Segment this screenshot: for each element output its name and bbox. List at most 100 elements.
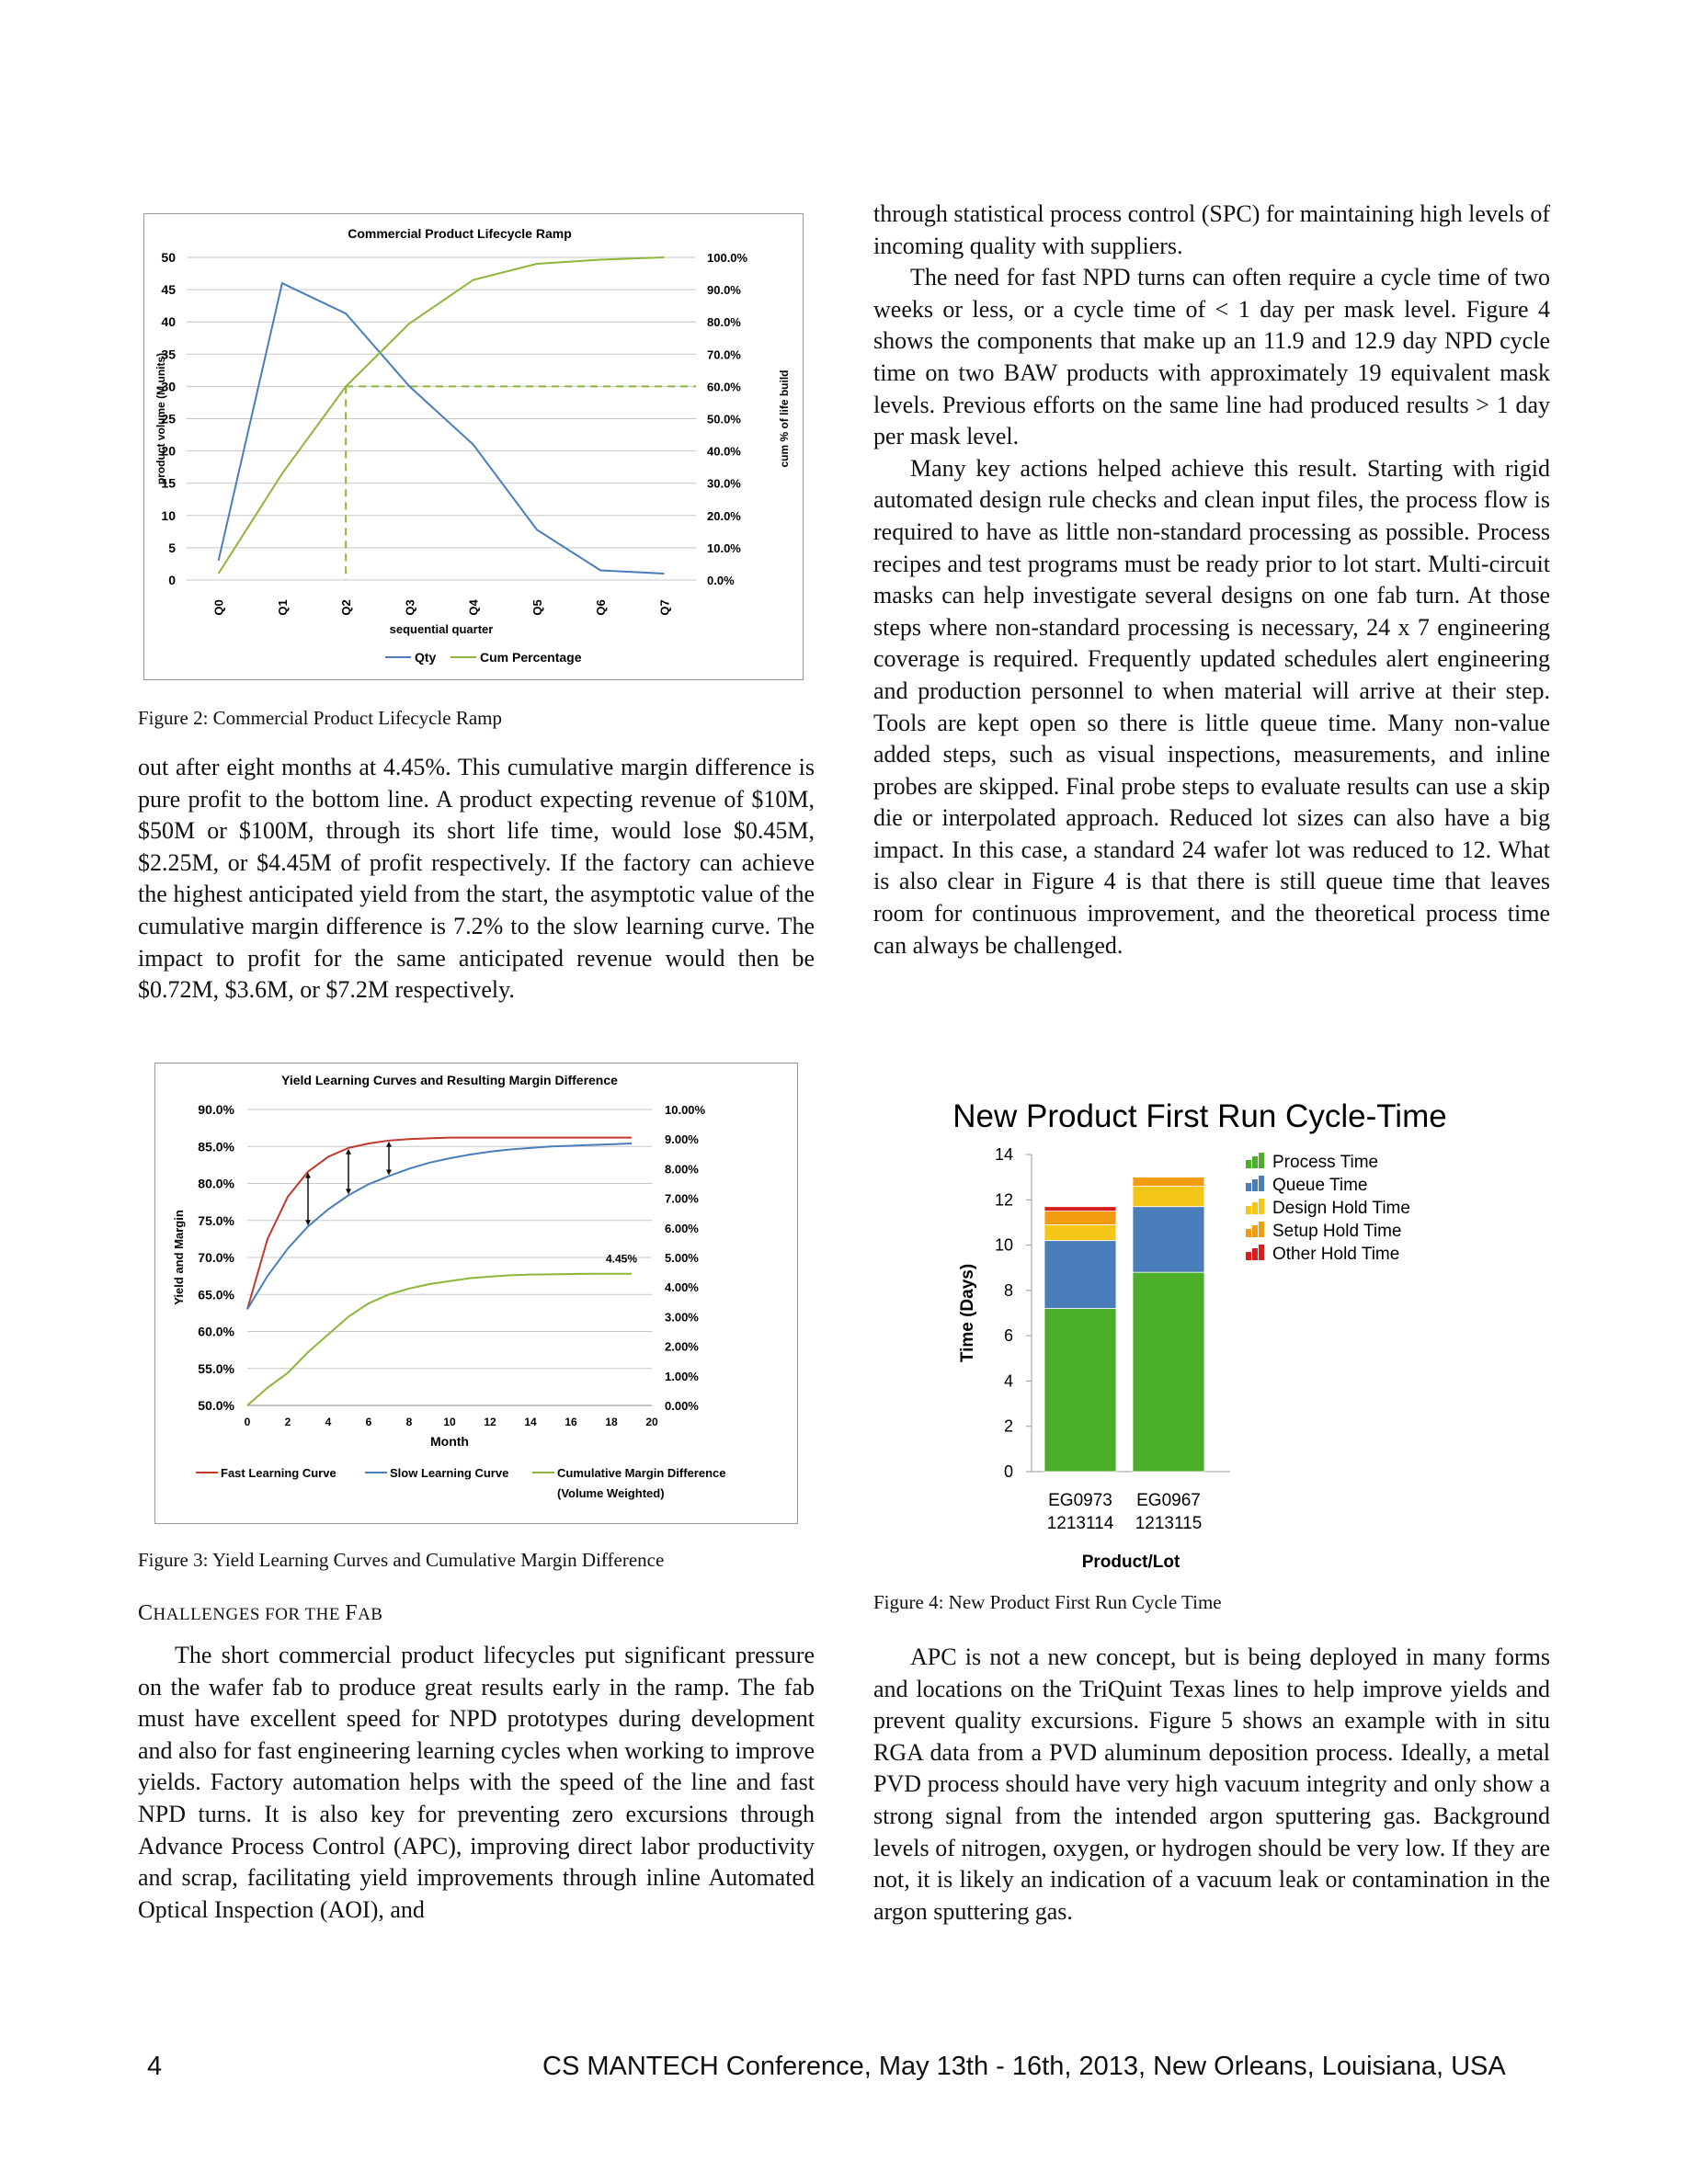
heading-cap-c: C bbox=[138, 1601, 154, 1625]
page-number: 4 bbox=[147, 2052, 163, 2081]
x-tick-label: 4 bbox=[325, 1416, 332, 1428]
y-tick-label: 90.0% bbox=[198, 1102, 234, 1117]
figure3-chart-box: Yield Learning Curves and Resulting Marg… bbox=[154, 1063, 798, 1524]
legend-swatch-bar bbox=[1252, 1248, 1258, 1260]
x-axis-label: sequential quarter bbox=[390, 622, 494, 636]
x-tick-label: Q3 bbox=[403, 599, 416, 615]
y-tick-label: 75.0% bbox=[198, 1213, 234, 1228]
y2-tick-label: 60.0% bbox=[707, 380, 741, 393]
y-tick-label: 12 bbox=[995, 1190, 1013, 1209]
x-tick-label: 16 bbox=[565, 1416, 577, 1428]
y-tick-label: 50.0% bbox=[198, 1398, 234, 1413]
y-tick-label: 8 bbox=[1004, 1281, 1013, 1300]
legend-swatch-bar bbox=[1246, 1183, 1251, 1191]
x-axis-label: Product/Lot bbox=[1082, 1553, 1180, 1572]
legend-label: Cum Percentage bbox=[480, 650, 582, 665]
x-tick-label: Q2 bbox=[339, 599, 353, 615]
y2-tick-label: 0.0% bbox=[707, 574, 735, 587]
x-tick-label: 10 bbox=[443, 1416, 456, 1428]
y2-tick-label: 9.00% bbox=[665, 1132, 699, 1146]
legend-label: Process Time bbox=[1272, 1153, 1378, 1172]
y2-tick-label: 3.00% bbox=[665, 1310, 699, 1324]
y2-tick-label: 1.00% bbox=[665, 1370, 699, 1383]
y2-tick-label: 100.0% bbox=[707, 251, 748, 265]
y-tick-label: 35 bbox=[161, 347, 176, 361]
bar-segment-setup-hold-time bbox=[1132, 1177, 1205, 1187]
y2-tick-label: 40.0% bbox=[707, 445, 741, 459]
y-tick-label: 55.0% bbox=[198, 1361, 234, 1376]
series-line-cumulative-margin bbox=[246, 1272, 632, 1406]
heading-rest-1: HALLENGES FOR THE bbox=[153, 1605, 346, 1624]
x-axis-label: Month bbox=[430, 1434, 469, 1449]
x-tick-label: Q1 bbox=[276, 599, 290, 615]
bar-segment-setup-hold-time bbox=[1044, 1211, 1117, 1225]
legend-swatch-bar bbox=[1259, 1153, 1264, 1168]
legend-swatch-bar bbox=[1252, 1202, 1258, 1214]
y2-tick-label: 5.00% bbox=[665, 1251, 699, 1265]
legend-swatch-bar bbox=[1252, 1225, 1258, 1237]
legend-label: (Volume Weighted) bbox=[557, 1486, 665, 1500]
arrow-head-up bbox=[346, 1148, 351, 1155]
chart-title: New Product First Run Cycle-Time bbox=[952, 1099, 1446, 1134]
y2-tick-label: 6.00% bbox=[665, 1222, 699, 1235]
x-tick-label: 6 bbox=[366, 1416, 372, 1428]
legend-label: Setup Hold Time bbox=[1272, 1222, 1401, 1241]
y-tick-label: 45 bbox=[161, 282, 176, 297]
left-column-text-1: out after eight months at 4.45%. This cu… bbox=[138, 752, 815, 1007]
x-tick-label: 8 bbox=[406, 1416, 413, 1428]
figure4-chart: New Product First Run Cycle-Time 0 2 4 6 8 10 1… bbox=[952, 1099, 1446, 1572]
y-tick-label: 85.0% bbox=[198, 1139, 234, 1154]
figure2-chart: Commercial Product Lifecycle Ramp 0 5 10 15 2… bbox=[154, 226, 791, 665]
figure4-caption: Figure 4: New Product First Run Cycle Ti… bbox=[873, 1591, 1222, 1613]
y2-tick-label: 70.0% bbox=[707, 347, 741, 361]
paragraph: The short commercial product lifecycles … bbox=[138, 1642, 815, 1923]
y2-tick-label: 90.0% bbox=[707, 283, 741, 297]
x-tick-label: 12 bbox=[484, 1416, 496, 1428]
bar-segment-process-time bbox=[1044, 1308, 1117, 1473]
y-tick-label: 50 bbox=[161, 250, 176, 265]
legend-label: Qty bbox=[415, 650, 437, 665]
legend-label: Design Hold Time bbox=[1272, 1199, 1410, 1218]
conference-footer: CS MANTECH Conference, May 13th - 16th, … bbox=[542, 2052, 1506, 2081]
y2-tick-label: 4.00% bbox=[665, 1280, 699, 1294]
legend-swatch-bar bbox=[1246, 1206, 1251, 1214]
legend-label: Other Hold Time bbox=[1272, 1245, 1399, 1264]
legend-label: Queue Time bbox=[1272, 1176, 1368, 1195]
right-column-text-2: APC is not a new concept, but is being d… bbox=[873, 1642, 1550, 1928]
paragraph: Many key actions helped achieve this res… bbox=[873, 454, 1550, 959]
x-tick-label: 1213114 bbox=[1047, 1514, 1114, 1533]
x-tick-label: 1213115 bbox=[1135, 1514, 1203, 1533]
y-tick-label: 40 bbox=[161, 314, 176, 329]
x-tick-label: 2 bbox=[285, 1416, 291, 1428]
figure2-caption: Figure 2: Commercial Product Lifecycle R… bbox=[138, 707, 502, 729]
legend-swatch-bar bbox=[1246, 1160, 1251, 1168]
x-tick-label: 18 bbox=[605, 1416, 618, 1428]
y2-tick-label: 7.00% bbox=[665, 1192, 699, 1206]
legend-label: Fast Learning Curve bbox=[221, 1466, 336, 1480]
series-line-fast-learning bbox=[246, 1136, 632, 1310]
x-tick-label: 20 bbox=[645, 1416, 658, 1428]
y-tick-label: 5 bbox=[168, 540, 176, 555]
legend-label: Slow Learning Curve bbox=[390, 1466, 508, 1480]
y-tick-label: 2 bbox=[1004, 1417, 1013, 1436]
x-tick-label: EG0973 bbox=[1048, 1491, 1112, 1510]
y-tick-label: 80.0% bbox=[198, 1177, 234, 1191]
legend-swatch-bar bbox=[1252, 1179, 1258, 1191]
arrow-head-up bbox=[305, 1172, 311, 1178]
x-tick-label: EG0967 bbox=[1136, 1491, 1201, 1510]
legend-swatch-bar bbox=[1259, 1176, 1264, 1191]
x-tick-label: Q4 bbox=[467, 599, 481, 616]
y-tick-label: 70.0% bbox=[198, 1250, 234, 1265]
x-tick-label: 14 bbox=[524, 1416, 537, 1428]
legend-swatch-bar bbox=[1259, 1245, 1264, 1260]
figure3-caption: Figure 3: Yield Learning Curves and Cumu… bbox=[138, 1549, 665, 1571]
figure3-chart: Yield Learning Curves and Resulting Marg… bbox=[172, 1073, 726, 1500]
bar-segment-other-hold-time bbox=[1044, 1206, 1117, 1212]
paragraph: out after eight months at 4.45%. This cu… bbox=[138, 754, 815, 1004]
y2-tick-label: 80.0% bbox=[707, 315, 741, 329]
annotation-label: 4.45% bbox=[606, 1253, 637, 1266]
y-tick-label: 14 bbox=[995, 1145, 1013, 1164]
y2-tick-label: 10.0% bbox=[707, 541, 741, 555]
bar-segment-queue-time bbox=[1044, 1240, 1117, 1309]
figure2-chart-box: Commercial Product Lifecycle Ramp 0 5 10 15 2… bbox=[143, 213, 804, 680]
